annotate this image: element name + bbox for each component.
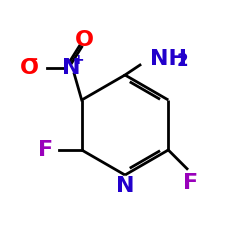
Text: F: F [38, 140, 53, 160]
Text: 2: 2 [177, 52, 188, 70]
Text: −: − [26, 52, 38, 68]
Text: O: O [20, 58, 39, 78]
Text: N: N [62, 58, 81, 78]
Text: N: N [116, 176, 134, 196]
Text: O: O [75, 30, 94, 50]
Text: +: + [73, 54, 85, 68]
Text: F: F [183, 172, 198, 193]
Text: NH: NH [150, 49, 187, 69]
